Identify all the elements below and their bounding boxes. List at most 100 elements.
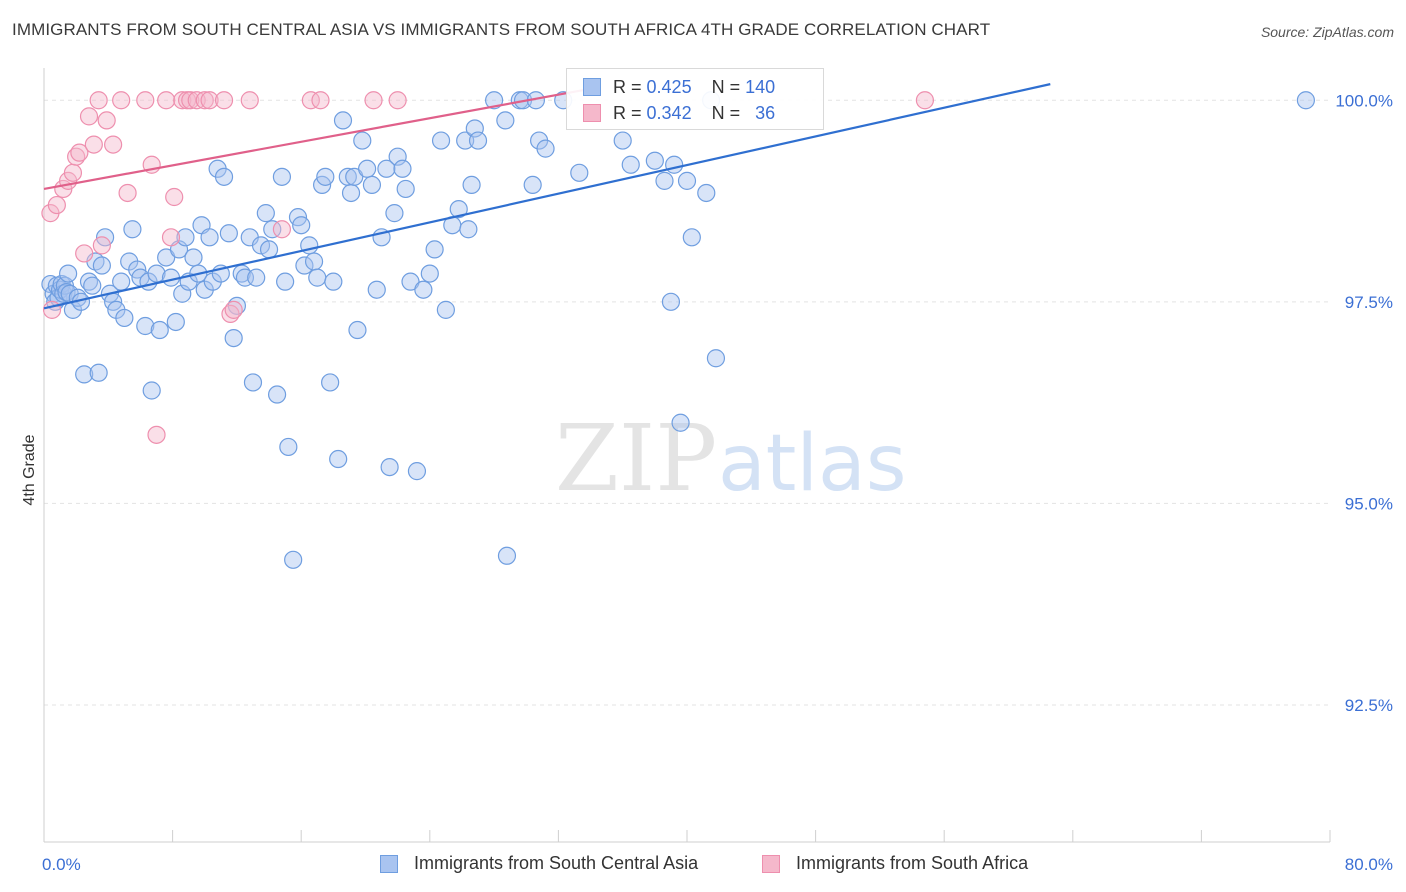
- data-point: [219, 224, 238, 243]
- stats-legend: R = 0.425 N = 140 R = 0.342 N = 36: [566, 68, 824, 130]
- data-point: [279, 437, 298, 457]
- data-point: [308, 268, 327, 287]
- data-point: [89, 91, 108, 110]
- data-point: [276, 272, 295, 291]
- data-point: [200, 91, 219, 110]
- n-value: 36: [755, 103, 776, 123]
- data-point: [377, 159, 396, 178]
- data-point: [613, 131, 632, 150]
- data-point: [92, 236, 111, 255]
- data-point: [84, 135, 103, 154]
- data-point: [243, 373, 263, 392]
- data-point: [436, 300, 455, 319]
- data-point: [362, 175, 382, 195]
- data-point: [224, 300, 243, 319]
- data-point: [1296, 91, 1315, 110]
- data-point: [536, 139, 555, 158]
- data-point: [497, 546, 517, 565]
- y-tick-labels: 100.0% 97.5% 95.0% 92.5%: [1335, 91, 1393, 715]
- grid-lines: [44, 99, 1330, 706]
- r-value: 0.342: [646, 103, 692, 123]
- x-tick-labels: 0.0% 80.0%: [42, 855, 1393, 874]
- y-tick-label: 97.5%: [1345, 293, 1393, 312]
- legend-swatch-pink: [762, 855, 780, 873]
- data-point: [63, 163, 83, 182]
- data-point: [284, 550, 303, 569]
- data-point: [431, 131, 451, 150]
- watermark-zip: ZIP: [555, 405, 717, 512]
- data-point: [292, 216, 311, 235]
- data-point: [123, 220, 142, 239]
- data-point: [301, 91, 320, 110]
- x-tick-label: 80.0%: [1345, 855, 1393, 874]
- data-point: [341, 183, 361, 203]
- data-point: [311, 91, 330, 110]
- data-point: [388, 147, 407, 166]
- data-point: [645, 151, 664, 170]
- data-point: [682, 228, 701, 247]
- r-label: R =: [613, 77, 642, 97]
- y-tick-label: 95.0%: [1345, 494, 1393, 513]
- data-point: [75, 244, 94, 263]
- data-point: [272, 220, 292, 239]
- data-point: [385, 204, 404, 223]
- data-point: [321, 373, 340, 392]
- data-point: [496, 111, 515, 130]
- legend-label: Immigrants from South Africa: [796, 853, 1029, 873]
- data-point: [157, 91, 176, 110]
- data-point: [267, 385, 287, 404]
- data-point: [706, 349, 726, 368]
- legend-swatch-blue: [583, 78, 601, 96]
- data-point: [150, 320, 169, 340]
- n-label: N =: [711, 103, 741, 123]
- data-point: [115, 308, 134, 328]
- data-point: [214, 91, 234, 110]
- data-point: [449, 199, 468, 219]
- data-point: [136, 316, 155, 336]
- r-label: R =: [613, 103, 642, 123]
- data-point: [621, 155, 640, 174]
- data-point: [425, 240, 444, 259]
- data-point: [380, 457, 399, 477]
- data-point: [364, 91, 383, 110]
- data-point: [165, 187, 184, 207]
- data-point: [329, 449, 348, 469]
- data-point: [367, 280, 386, 299]
- watermark-atlas: atlas: [718, 419, 907, 509]
- data-point: [915, 91, 935, 110]
- legend-label: Immigrants from South Central Asia: [414, 853, 699, 873]
- data-point: [184, 248, 203, 267]
- series-south-africa: [41, 91, 935, 444]
- data-point: [414, 280, 433, 299]
- data-point: [388, 91, 407, 110]
- data-point: [75, 365, 94, 384]
- data-point: [304, 252, 324, 271]
- data-point: [456, 131, 475, 150]
- data-point: [214, 167, 234, 186]
- data-point: [333, 111, 353, 130]
- trend-line-pink: [43, 87, 594, 191]
- series-legend: Immigrants from South Central Asia Immig…: [0, 852, 1406, 878]
- data-point: [97, 111, 116, 130]
- data-point: [358, 159, 377, 178]
- data-point: [393, 159, 412, 178]
- y-tick-label: 92.5%: [1345, 696, 1393, 715]
- data-point: [677, 171, 697, 190]
- n-label: N =: [711, 77, 741, 97]
- data-point: [259, 240, 279, 259]
- data-point: [671, 413, 690, 432]
- data-point: [181, 91, 200, 110]
- trend-line-blue: [43, 83, 1051, 310]
- data-point: [176, 228, 195, 247]
- data-point: [316, 167, 335, 186]
- data-point: [247, 268, 266, 287]
- data-point: [147, 425, 166, 444]
- data-point: [57, 283, 76, 302]
- chart-title: IMMIGRANTS FROM SOUTH CENTRAL ASIA VS IM…: [12, 20, 991, 39]
- data-point: [92, 256, 111, 275]
- data-point: [70, 143, 89, 162]
- data-point: [240, 91, 259, 110]
- data-point: [195, 91, 214, 110]
- x-tick-label: 0.0%: [42, 855, 81, 874]
- data-point: [462, 175, 481, 195]
